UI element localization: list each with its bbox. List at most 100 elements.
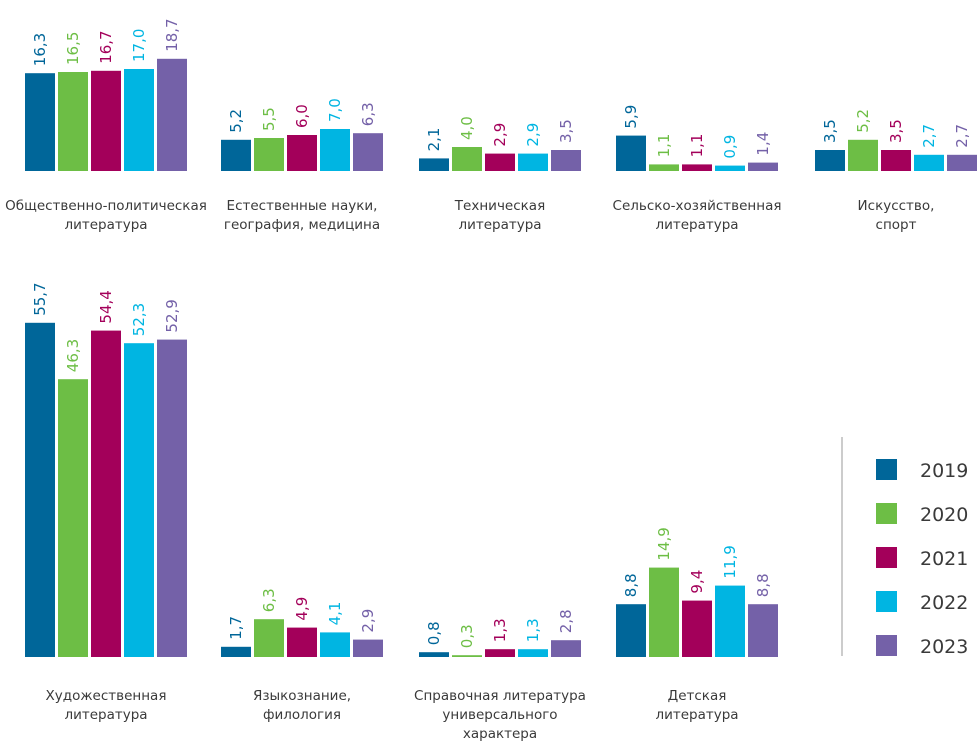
- bar: [25, 322, 55, 657]
- legend-swatch: [876, 503, 897, 524]
- bar-value-label: 55,7: [31, 282, 49, 315]
- category-label: Детская литература: [655, 688, 738, 723]
- bar: [682, 164, 712, 171]
- bar: [748, 604, 778, 657]
- bar-value-label: 2,8: [557, 609, 575, 633]
- bar-value-label: 8,8: [622, 573, 640, 597]
- legend-label: 2023: [920, 636, 968, 658]
- legend-label: 2022: [920, 592, 968, 614]
- bar-value-label: 16,3: [31, 33, 49, 66]
- bar: [551, 640, 581, 657]
- bar-value-label: 11,9: [721, 545, 739, 578]
- bar: [452, 147, 482, 171]
- legend-item: 2019: [876, 459, 968, 482]
- bar: [947, 154, 977, 171]
- bar: [91, 330, 121, 657]
- bar-value-label: 6,3: [260, 588, 278, 612]
- bar-value-label: 17,0: [130, 29, 148, 62]
- bar: [649, 567, 679, 657]
- bar-value-label: 3,5: [821, 119, 839, 143]
- legend-item: 2020: [876, 503, 968, 526]
- legend-label: 2021: [920, 548, 968, 570]
- category-label: Языкознание, филология: [253, 688, 351, 723]
- bar-value-label: 9,4: [688, 570, 706, 594]
- bar-group: 55,7 46,3 54,4 52,3 52,9 Художественная литера…: [25, 282, 187, 723]
- bar: [682, 600, 712, 657]
- bar: [518, 649, 548, 657]
- bar-value-label: 54,4: [97, 290, 115, 323]
- bar-value-label: 6,0: [293, 104, 311, 128]
- bar: [221, 646, 251, 657]
- legend-item: 2022: [876, 591, 968, 614]
- bar: [649, 164, 679, 171]
- category-label: Искусство, спорт: [858, 198, 935, 233]
- bars-layer: 16,3 16,5 16,7 17,0 18,7 Общественно-политиче…: [5, 18, 977, 742]
- bar: [287, 627, 317, 657]
- bar: [157, 339, 187, 657]
- bar: [616, 135, 646, 171]
- category-label: Техническая литература: [454, 198, 545, 233]
- bar: [748, 162, 778, 171]
- bar: [320, 129, 350, 171]
- bar: [353, 133, 383, 171]
- bar-value-label: 4,1: [326, 602, 344, 626]
- category-label: Общественно-политическая литература: [5, 198, 207, 233]
- category-label: Справочная литература универсального харак…: [414, 688, 586, 742]
- bar: [157, 58, 187, 171]
- bar-value-label: 5,5: [260, 107, 278, 131]
- bar: [419, 158, 449, 171]
- bar-value-label: 4,9: [293, 597, 311, 621]
- bar: [353, 639, 383, 657]
- bar-value-label: 2,7: [953, 124, 971, 148]
- bar: [715, 165, 745, 171]
- bar: [254, 619, 284, 657]
- bar-group: 3,5 5,2 3,5 2,7 2,7 Искусство, спорт: [815, 109, 977, 233]
- category-label: Сельско-хозяйственная литература: [613, 198, 782, 233]
- bar-group: 2,1 4,0 2,9 2,9 3,5 Техническая литература: [419, 116, 581, 233]
- bar: [124, 343, 154, 657]
- category-label: Художественная литература: [46, 688, 167, 723]
- bar: [485, 649, 515, 657]
- bar-group: 1,7 6,3 4,9 4,1 2,9 Языкознание, филология: [221, 588, 383, 723]
- bar-value-label: 1,1: [655, 134, 673, 158]
- bar-value-label: 1,1: [688, 134, 706, 158]
- bar: [815, 150, 845, 171]
- legend-item: 2023: [876, 635, 968, 658]
- bar-value-label: 2,1: [425, 128, 443, 152]
- bar: [58, 379, 88, 657]
- legend-swatch: [876, 459, 897, 480]
- bar-value-label: 2,9: [359, 609, 377, 633]
- bar: [221, 139, 251, 171]
- bar: [914, 154, 944, 171]
- bar-value-label: 2,7: [920, 124, 938, 148]
- bar: [518, 153, 548, 171]
- legend: 2019 2020 2021 2022 2023: [841, 437, 968, 658]
- bar-value-label: 8,8: [754, 573, 772, 597]
- bar-value-label: 7,0: [326, 98, 344, 122]
- bar-value-label: 5,2: [227, 109, 245, 133]
- bar: [419, 652, 449, 657]
- bar: [485, 153, 515, 171]
- bar-group: 5,2 5,5 6,0 7,0 6,3 Естественные науки, геогра…: [221, 98, 383, 233]
- bar-group: 5,9 1,1 1,1 0,9 1,4 Сельско-хозяйственная лите…: [613, 105, 782, 233]
- bar: [715, 585, 745, 657]
- bar-group: 0,8 0,3 1,3 1,3 2,8 Справочная литература унив…: [414, 609, 586, 742]
- bar: [287, 135, 317, 171]
- bar-value-label: 5,2: [854, 109, 872, 133]
- bar: [452, 655, 482, 657]
- bar-value-label: 0,9: [721, 135, 739, 159]
- bar-value-label: 1,4: [754, 132, 772, 156]
- bar-value-label: 5,9: [622, 105, 640, 129]
- legend-item: 2021: [876, 547, 968, 570]
- bar: [91, 70, 121, 171]
- bar: [25, 73, 55, 171]
- bar-value-label: 6,3: [359, 102, 377, 126]
- bar-value-label: 1,3: [524, 618, 542, 642]
- bar-value-label: 0,3: [458, 624, 476, 648]
- bar-value-label: 2,9: [524, 123, 542, 147]
- bar-value-label: 4,0: [458, 116, 476, 140]
- bar-value-label: 46,3: [64, 339, 82, 372]
- bar-value-label: 52,9: [163, 299, 181, 332]
- legend-swatch: [876, 547, 897, 568]
